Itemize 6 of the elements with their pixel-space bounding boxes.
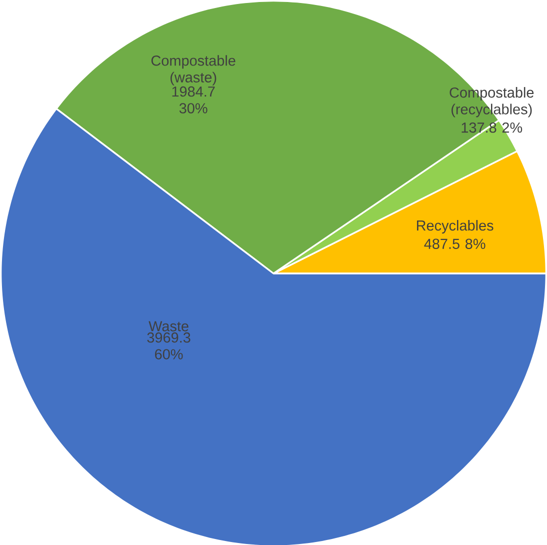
slice-label: Compostable (waste) [151,55,236,86]
slice-label: Recyclables [417,220,494,234]
data-label: 487.5 8% [424,238,486,249]
data-label: 1984.7 30% [172,86,215,114]
data-label: 3969.3 60% [147,332,190,360]
slice-label: Waste [148,321,188,332]
